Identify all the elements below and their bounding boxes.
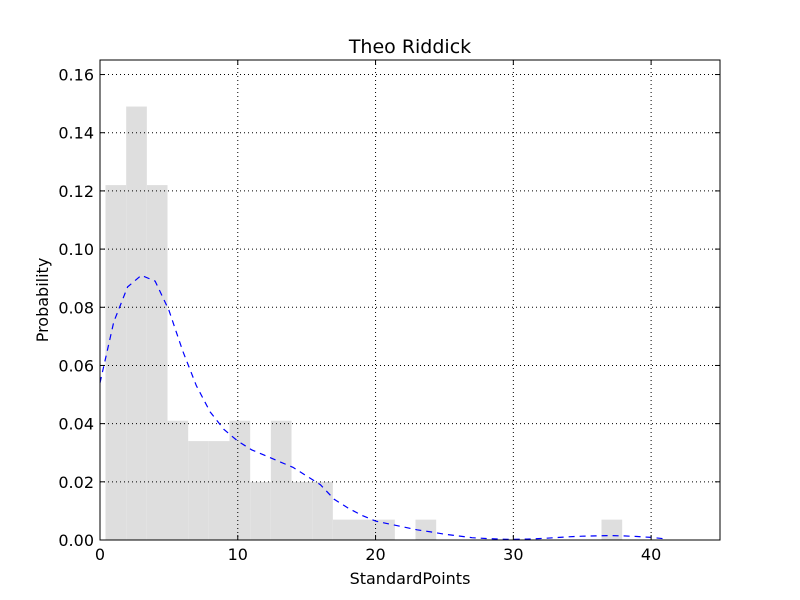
histogram-bar: [374, 519, 395, 540]
histogram-bar: [332, 519, 354, 540]
axis-ticks: 0 10 20 30 40 0.00 0.02 0.04 0.06 0.08 0.10 0.12 0.1…: [58, 60, 720, 564]
histogram-bar: [126, 106, 147, 540]
histogram-bar: [208, 441, 230, 540]
histogram-bar: [270, 420, 292, 540]
x-tick-label: 10: [228, 545, 248, 564]
x-axis-title: StandardPoints: [350, 569, 471, 588]
y-tick-label: 0.02: [58, 473, 94, 492]
x-tick-label: 0: [95, 545, 105, 564]
y-tick-label: 0.06: [58, 356, 94, 375]
y-tick-label: 0.04: [58, 415, 94, 434]
histogram-bar: [415, 519, 437, 540]
y-tick-label: 0.12: [58, 182, 94, 201]
histogram-bars: [105, 106, 623, 540]
histogram-bar: [188, 441, 209, 540]
y-tick-label: 0.14: [58, 124, 94, 143]
x-tick-label: 20: [365, 545, 385, 564]
y-tick-label: 0.00: [58, 531, 94, 550]
histogram-bar: [250, 481, 271, 540]
y-axis-title: Probability: [33, 258, 52, 343]
chart-title: Theo Riddick: [348, 36, 471, 58]
x-tick-label: 40: [641, 545, 661, 564]
histogram-bar: [146, 185, 168, 540]
histogram-bar: [167, 420, 189, 540]
x-tick-label: 30: [503, 545, 523, 564]
histogram-bar: [601, 519, 623, 540]
histogram-bar: [312, 481, 333, 540]
histogram-bar: [229, 420, 251, 540]
y-tick-label: 0.10: [58, 240, 94, 259]
y-tick-label: 0.16: [58, 66, 94, 85]
y-tick-label: 0.08: [58, 298, 94, 317]
histogram-bar: [105, 185, 127, 540]
histogram-bar: [353, 519, 375, 540]
plot-frame: [99, 59, 721, 541]
histogram-bar: [291, 481, 313, 540]
density-curve: [99, 274, 665, 541]
